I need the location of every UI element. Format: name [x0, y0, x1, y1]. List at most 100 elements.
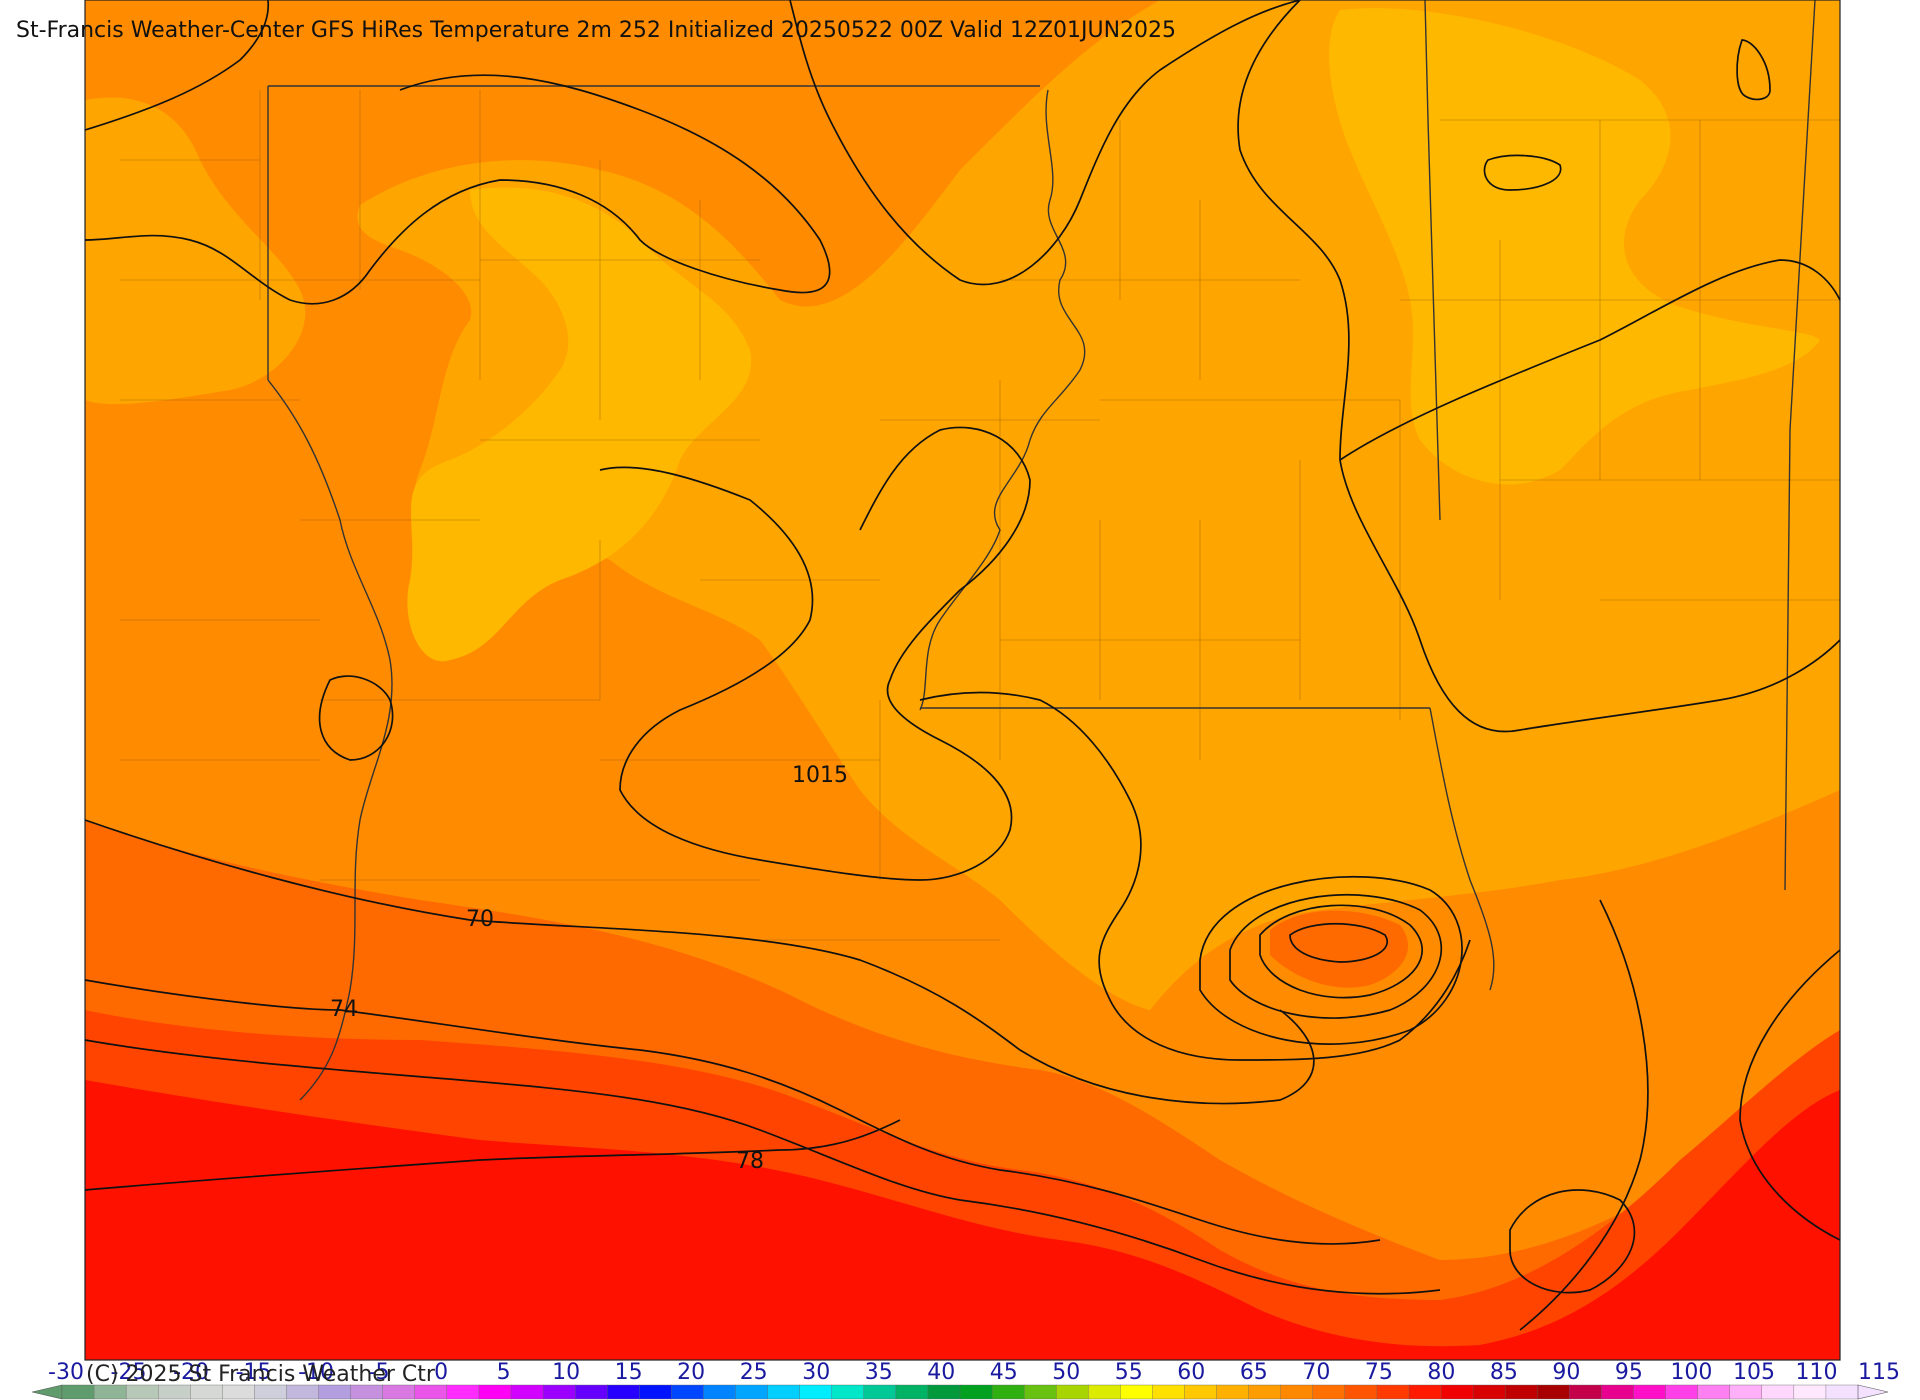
colorbar-tick-label: 105 — [1732, 1360, 1775, 1385]
colorbar-tick-label: 100 — [1670, 1360, 1713, 1385]
colorbar-swatch — [1793, 1384, 1827, 1400]
colorbar-swatch — [1408, 1384, 1442, 1400]
colorbar-swatch — [125, 1384, 159, 1400]
county-boundaries — [120, 90, 1840, 941]
land-fill-80-central — [407, 187, 752, 662]
colorbar-tick-label: 80 — [1427, 1360, 1456, 1385]
colorbar-arrow-left — [31, 1384, 63, 1400]
colorbar-tick-label: 115 — [1858, 1360, 1900, 1385]
colorbar-tick-label: 90 — [1552, 1360, 1581, 1385]
colorbar-swatch — [61, 1384, 95, 1400]
closed-offshore — [1509, 1189, 1636, 1294]
colorbar-swatch — [1825, 1384, 1859, 1400]
isotherm-offshore — [1519, 899, 1841, 1331]
isobar-1015 — [84, 0, 1471, 1061]
colorbar-tick-label: 60 — [1177, 1360, 1206, 1385]
colorbar-swatch — [1665, 1384, 1699, 1400]
colorbar-tick-label: 95 — [1614, 1360, 1643, 1385]
isobar-east-2 — [1339, 259, 1841, 461]
colorbar-swatch — [1120, 1384, 1154, 1400]
colorbar-tick-label: -30 — [48, 1360, 84, 1385]
colorbar-swatch — [1601, 1384, 1635, 1400]
colorbar-swatch — [1761, 1384, 1795, 1400]
colorbar-swatch — [671, 1384, 705, 1400]
colorbar-tick-label: 20 — [677, 1360, 706, 1385]
colorbar-tick-label: 65 — [1239, 1360, 1268, 1385]
colorbar-swatch — [799, 1384, 833, 1400]
colorbar-swatch — [574, 1384, 608, 1400]
isobar-north — [789, 0, 1301, 286]
colorbar-swatch — [446, 1384, 480, 1400]
closed-low-3 — [318, 675, 394, 761]
copyright-text: (C) 2025 St Francis Weather Ctr — [86, 1362, 435, 1387]
colorbar-swatch — [1537, 1384, 1571, 1400]
colorbar-swatch — [703, 1384, 737, 1400]
colorbar-swatch — [735, 1384, 769, 1400]
colorbar-swatch — [895, 1384, 929, 1400]
colorbar-swatch — [190, 1384, 224, 1400]
colorbar-swatch — [1472, 1384, 1506, 1400]
closed-low-2 — [1483, 154, 1562, 191]
colorbar-tick-label: -5 — [367, 1360, 390, 1385]
isotherm-70 — [84, 819, 1315, 1105]
colorbar-tick-label: 25 — [739, 1360, 768, 1385]
colorbar-tick-label: 30 — [802, 1360, 831, 1385]
colorbar-swatch — [639, 1384, 673, 1400]
label-70: 70 — [466, 907, 494, 932]
colorbar-swatch — [1440, 1384, 1474, 1400]
colorbar-swatch — [927, 1384, 961, 1400]
colorbar-swatch — [1184, 1384, 1218, 1400]
isotherm-78 — [84, 1119, 901, 1191]
colorbar-swatch — [1376, 1384, 1410, 1400]
colorbar-swatch — [222, 1384, 256, 1400]
colorbar-swatch — [1633, 1384, 1667, 1400]
colorbar-tick-label: 35 — [864, 1360, 893, 1385]
label-78: 78 — [736, 1149, 764, 1174]
colorbar-swatch — [1729, 1384, 1763, 1400]
colorbar-tick-label: 45 — [989, 1360, 1018, 1385]
colorbar-swatch — [382, 1384, 416, 1400]
state-border-ms-al — [1424, 0, 1441, 521]
river-pearl — [1429, 707, 1495, 991]
colorbar-swatch — [1023, 1384, 1057, 1400]
colorbar-tick-label: 110 — [1795, 1360, 1838, 1385]
map-title: St-Francis Weather-Center GFS HiRes Temp… — [16, 18, 1177, 43]
colorbar-swatch — [1312, 1384, 1346, 1400]
colorbar-swatch — [1088, 1384, 1122, 1400]
colorbar-swatch — [1505, 1384, 1538, 1400]
colorbar-swatch — [1344, 1384, 1378, 1400]
colorbar-tick-label: 75 — [1364, 1360, 1393, 1385]
colorbar-swatch — [959, 1384, 993, 1400]
isotherm-76 — [84, 1039, 1441, 1295]
isotherm-74 — [84, 979, 1381, 1245]
colorbar-swatch — [254, 1384, 288, 1400]
label-74: 74 — [330, 997, 358, 1022]
colorbar-swatch — [1569, 1384, 1603, 1400]
colorbar-tick-label: -10 — [298, 1360, 335, 1385]
colorbar-swatch — [158, 1384, 191, 1400]
colorbar-swatch — [510, 1384, 544, 1400]
colorbar-tick-label: 50 — [1052, 1360, 1081, 1385]
colorbar-swatch — [1280, 1384, 1314, 1400]
colorbar-swatch — [991, 1384, 1025, 1400]
colorbar-tick-label: 0 — [434, 1360, 449, 1385]
colorbar-swatch — [350, 1384, 384, 1400]
colorbar-swatch — [414, 1384, 448, 1400]
warm-pocket-ring-inner — [1289, 922, 1388, 963]
state-border-al-ga — [1784, 0, 1816, 891]
colorbar-tick-label: 10 — [552, 1360, 581, 1385]
colorbar-tick-label: -25 — [110, 1360, 147, 1385]
warm-pocket-ring-1 — [1259, 904, 1423, 999]
colorbar-swatch — [1216, 1384, 1250, 1400]
colorbar-tick-label: 40 — [927, 1360, 956, 1385]
state-boundaries — [267, 0, 1816, 1101]
warm-pocket-ring-3 — [1199, 875, 1463, 1045]
colorbar-swatch — [318, 1384, 352, 1400]
colorbar-tick-label: 5 — [496, 1360, 511, 1385]
ocean-fill — [85, 1080, 1840, 1360]
colorbar-swatch — [607, 1384, 640, 1400]
colorbar-tick-label: 85 — [1489, 1360, 1518, 1385]
colorbar-swatch — [478, 1384, 512, 1400]
colorbar-arrow-right — [1857, 1384, 1889, 1400]
